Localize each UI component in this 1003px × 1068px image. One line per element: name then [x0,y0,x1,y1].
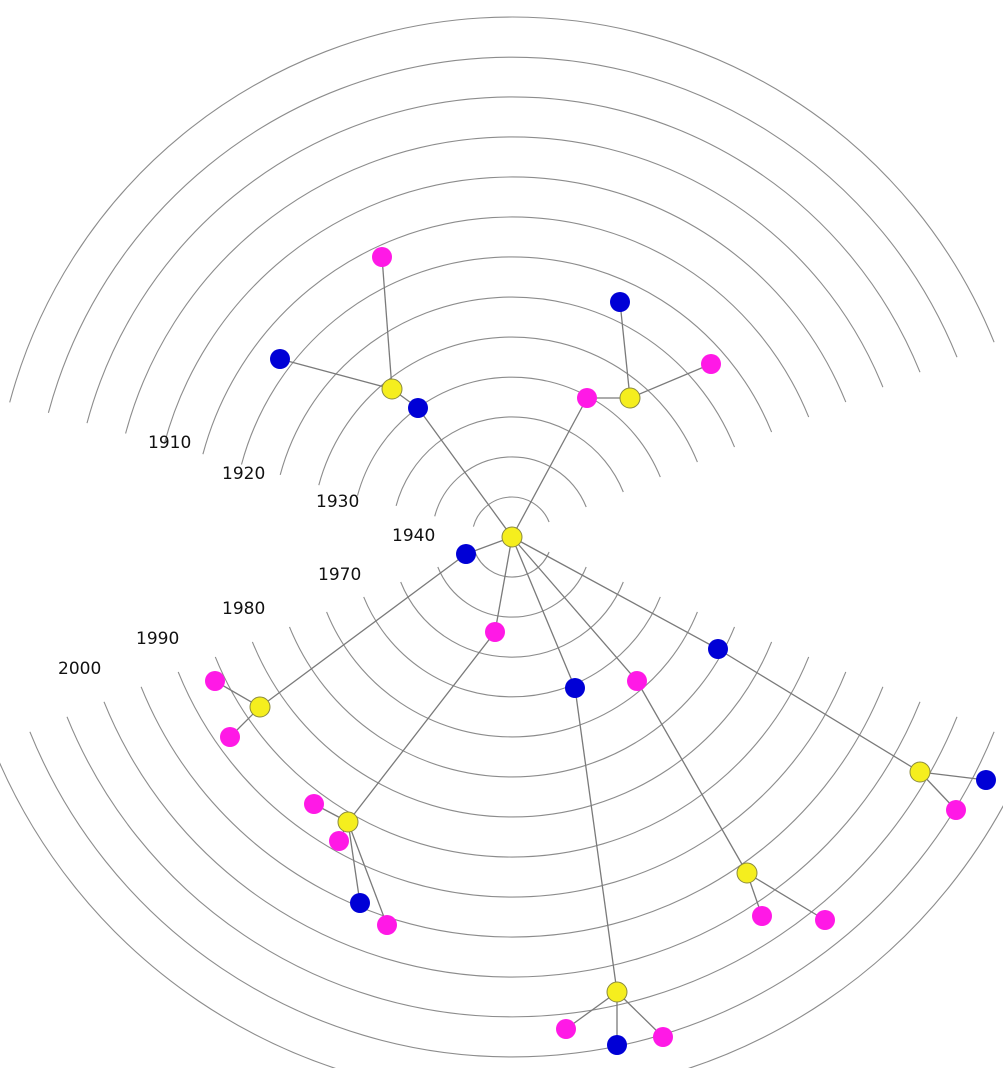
male-person-node [708,639,728,659]
upper-ring [356,376,661,496]
lower-ring [140,686,884,938]
family-link [347,821,361,904]
lower-ring [326,611,698,738]
couple-node [736,862,758,884]
lower-ring [103,701,921,978]
male-person-node [350,893,370,913]
upper-ring [395,416,624,507]
female-person-node [485,622,505,642]
family-link [565,991,618,1030]
family-link [511,536,719,650]
family-link [619,301,631,399]
family-link [636,680,748,874]
family-link [347,631,496,823]
female-person-node [752,906,772,926]
lower-ring [0,762,1003,1068]
person-nodes [205,247,996,1055]
female-person-node [556,1019,576,1039]
upper-generation-rings [9,16,995,527]
couple-node [606,981,628,1003]
family-link [616,991,664,1038]
female-person-node [220,727,240,747]
female-person-node [815,910,835,930]
male-person-node [270,349,290,369]
female-person-node [329,831,349,851]
family-link [494,536,513,633]
lower-ring [29,731,995,1058]
upper-ring [86,96,921,424]
lower-ring [214,656,810,858]
female-person-node [653,1027,673,1047]
family-link [511,536,576,689]
lower-ring [177,671,847,898]
family-link [381,256,393,390]
upper-ring [318,336,698,486]
upper-ring [125,136,884,434]
male-person-node [456,544,476,564]
year-labels: 1910 1920 1930 1940 1970 1980 1990 2000 [58,433,435,679]
lower-ring [437,566,587,618]
lower-ring [474,551,550,578]
family-link [629,363,712,399]
male-person-node [607,1035,627,1055]
year-label-1910: 1910 [148,433,191,453]
family-link [717,648,921,773]
male-person-node [610,292,630,312]
family-link [746,872,826,921]
upper-ring [434,456,587,517]
year-label-1990: 1990 [136,629,179,649]
lower-ring [363,596,661,698]
family-link [259,553,467,708]
family-link [417,407,513,538]
female-person-node [946,800,966,820]
year-label-1980: 1980 [222,599,265,619]
upper-ring [9,16,995,403]
family-link [919,771,987,781]
upper-ring [279,296,736,476]
female-person-node [372,247,392,267]
male-person-node [565,678,585,698]
year-label-1920: 1920 [222,464,265,484]
lower-ring [288,626,736,778]
lower-ring [251,641,773,818]
couple-node [381,378,403,400]
female-person-node [304,794,324,814]
upper-ring [240,256,773,465]
female-person-node [577,388,597,408]
family-link [574,687,618,993]
female-person-node [205,671,225,691]
family-link [279,358,393,390]
couple-node [249,696,271,718]
female-person-node [627,671,647,691]
lower-ring [400,581,624,658]
lower-generation-rings [0,551,1003,1068]
year-label-1940: 1940 [392,526,435,546]
couple-node [337,811,359,833]
female-person-node [701,354,721,374]
upper-ring [202,216,810,455]
male-person-node [408,398,428,418]
year-label-1930: 1930 [316,492,359,512]
couple-node [501,526,523,548]
year-label-2000: 2000 [58,659,101,679]
family-link [511,536,638,682]
female-person-node [377,915,397,935]
upper-ring [472,496,550,527]
couple-node [909,761,931,783]
year-label-1970: 1970 [318,565,361,585]
upper-ring [47,56,958,413]
upper-ring [163,176,847,444]
family-link [511,397,588,538]
lower-ring [66,716,958,1018]
couple-node [619,387,641,409]
family-link [347,821,388,926]
male-person-node [976,770,996,790]
